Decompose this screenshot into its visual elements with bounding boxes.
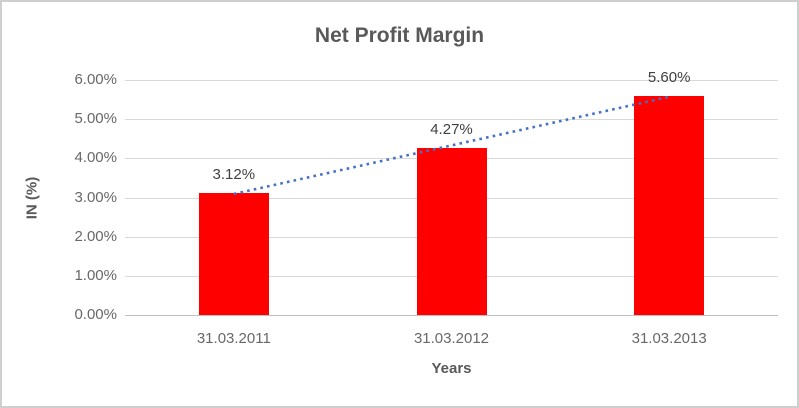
y-axis-title: IN (%) (23, 176, 41, 220)
x-tick-label: 31.03.2013 (631, 330, 707, 347)
bar-data-label: 5.60% (647, 68, 691, 86)
y-tick-label: 1.00% (74, 266, 117, 284)
x-axis-title: Years (431, 360, 472, 377)
y-tick-label: 6.00% (74, 71, 117, 88)
y-tick-label: 4.00% (74, 149, 117, 167)
y-tick-label: 3.00% (74, 188, 117, 206)
y-tick-label: 2.00% (74, 227, 117, 245)
bar (198, 192, 269, 315)
y-tick-label: 5.00% (74, 110, 117, 128)
x-tick-label: 31.03.2011 (196, 330, 271, 347)
gridline (125, 80, 778, 81)
x-tick-label: 31.03.2012 (413, 330, 490, 347)
y-tick-label: 0.00% (74, 306, 117, 323)
bar (634, 95, 705, 315)
bar-data-label: 3.12% (212, 165, 256, 183)
gridline (125, 315, 778, 316)
bar (416, 147, 487, 315)
bar-data-label: 4.27% (430, 120, 473, 138)
chart-title: Net Profit Margin (314, 24, 485, 47)
